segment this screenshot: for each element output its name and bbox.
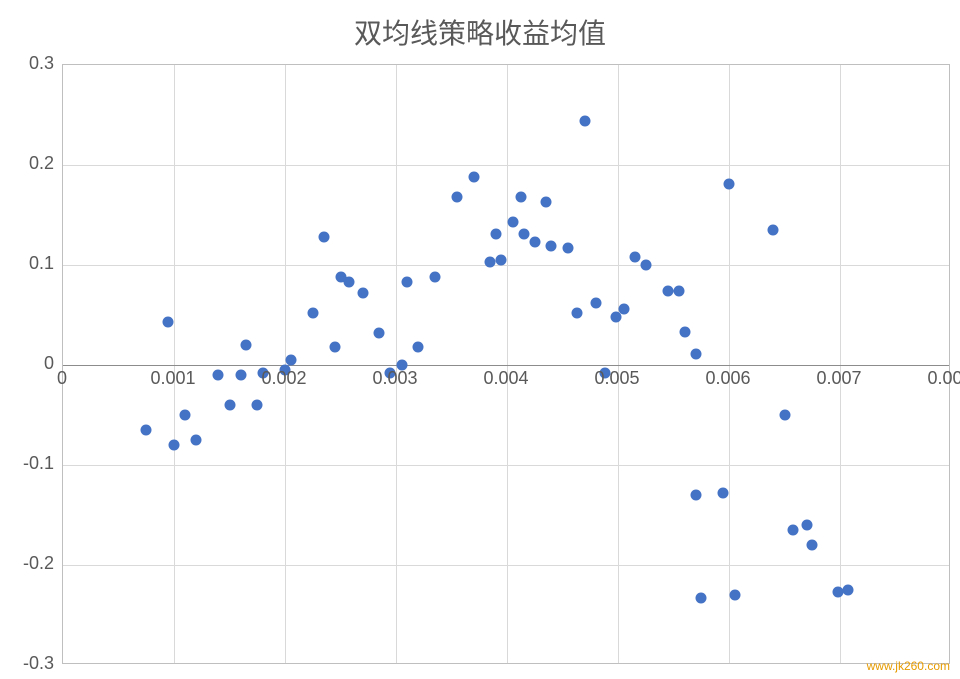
data-point (329, 342, 340, 353)
data-point (518, 229, 529, 240)
data-point (571, 308, 582, 319)
data-point (485, 257, 496, 268)
data-point (540, 197, 551, 208)
data-point (618, 304, 629, 315)
scatter-chart: 双均线策略收益均值 www.jk260.com 0 0.001 0.002 0.003… (0, 0, 960, 679)
grid-line-horizontal (63, 165, 949, 166)
chart-title: 双均线策略收益均值 (0, 12, 960, 52)
x-tick-label: 0.003 (372, 368, 417, 389)
data-point (590, 298, 601, 309)
data-point (779, 410, 790, 421)
grid-line-vertical (507, 65, 508, 663)
data-point (640, 260, 651, 271)
grid-line-horizontal (63, 465, 949, 466)
x-tick-label: 0.006 (705, 368, 750, 389)
data-point (413, 342, 424, 353)
data-point (213, 370, 224, 381)
data-point (180, 410, 191, 421)
data-point (429, 272, 440, 283)
data-point (285, 355, 296, 366)
data-point (629, 252, 640, 263)
data-point (402, 277, 413, 288)
data-point (768, 225, 779, 236)
plot-area (62, 64, 950, 664)
grid-line-horizontal (63, 265, 949, 266)
data-point (452, 192, 463, 203)
data-point (696, 593, 707, 604)
data-point (801, 520, 812, 531)
data-point (690, 490, 701, 501)
data-point (191, 435, 202, 446)
x-tick-label: 0.007 (816, 368, 861, 389)
x-axis-line (63, 365, 949, 366)
grid-line-vertical (729, 65, 730, 663)
data-point (141, 425, 152, 436)
y-tick-label: -0.2 (23, 553, 54, 574)
y-tick-label: 0.3 (29, 53, 54, 74)
grid-line-horizontal (63, 565, 949, 566)
data-point (662, 286, 673, 297)
x-tick-label: 0.004 (483, 368, 528, 389)
data-point (357, 288, 368, 299)
data-point (169, 440, 180, 451)
grid-line-vertical (618, 65, 619, 663)
x-tick-label: 0.001 (150, 368, 195, 389)
data-point (842, 585, 853, 596)
data-point (679, 327, 690, 338)
grid-line-vertical (840, 65, 841, 663)
data-point (496, 255, 507, 266)
data-point (516, 192, 527, 203)
y-tick-label: -0.1 (23, 453, 54, 474)
data-point (252, 400, 263, 411)
data-point (546, 241, 557, 252)
data-point (241, 340, 252, 351)
data-point (307, 308, 318, 319)
data-point (674, 286, 685, 297)
data-point (468, 172, 479, 183)
data-point (529, 237, 540, 248)
watermark-text: www.jk260.com (867, 659, 950, 673)
x-tick-label: 0.008 (927, 368, 960, 389)
y-tick-label: 0.2 (29, 153, 54, 174)
data-point (807, 540, 818, 551)
x-tick-label: 0.005 (594, 368, 639, 389)
data-point (163, 317, 174, 328)
data-point (690, 349, 701, 360)
data-point (235, 370, 246, 381)
y-tick-label: 0 (44, 353, 54, 374)
y-tick-label: 0.1 (29, 253, 54, 274)
data-point (724, 179, 735, 190)
data-point (563, 243, 574, 254)
data-point (507, 217, 518, 228)
data-point (579, 116, 590, 127)
grid-line-vertical (174, 65, 175, 663)
data-point (224, 400, 235, 411)
data-point (374, 328, 385, 339)
x-tick-label: 0 (57, 368, 67, 389)
y-tick-label: -0.3 (23, 653, 54, 674)
x-tick-label: 0.002 (261, 368, 306, 389)
data-point (729, 590, 740, 601)
data-point (718, 488, 729, 499)
data-point (344, 277, 355, 288)
data-point (490, 229, 501, 240)
data-point (788, 525, 799, 536)
data-point (318, 232, 329, 243)
